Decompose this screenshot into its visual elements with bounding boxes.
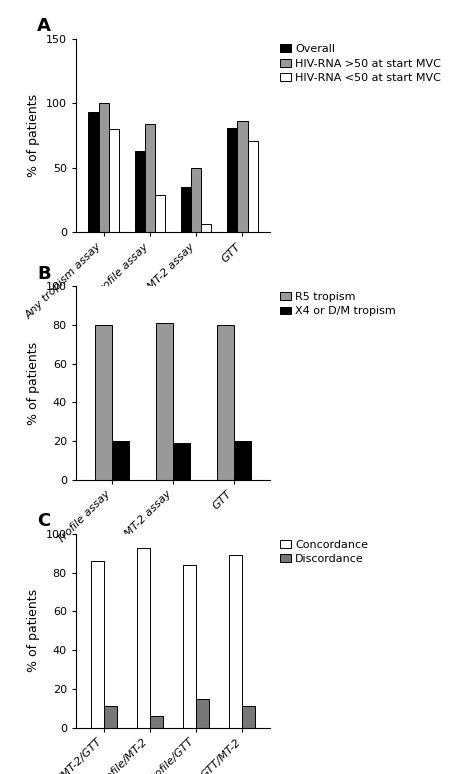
Bar [137, 548, 150, 728]
Bar [109, 129, 119, 232]
Bar [95, 325, 112, 480]
Bar [150, 716, 163, 728]
Y-axis label: % of patients: % of patients [27, 94, 40, 177]
Bar [145, 124, 155, 232]
Bar [88, 112, 99, 232]
Bar [156, 324, 173, 480]
Bar [99, 103, 109, 232]
Bar [104, 707, 117, 728]
Bar [112, 441, 129, 480]
Bar [247, 141, 258, 232]
Bar [191, 168, 201, 232]
Legend: R5 tropism, X4 or D/M tropism: R5 tropism, X4 or D/M tropism [280, 292, 396, 317]
Text: B: B [37, 265, 51, 283]
Bar [229, 556, 242, 728]
Bar [91, 561, 104, 728]
Bar [242, 707, 255, 728]
Y-axis label: % of patients: % of patients [27, 589, 40, 673]
Y-axis label: % of patients: % of patients [27, 341, 40, 425]
Bar [201, 224, 211, 232]
Bar [196, 699, 209, 728]
Bar [183, 565, 196, 728]
Bar [173, 443, 190, 480]
Bar [155, 195, 165, 232]
Bar [237, 122, 247, 232]
Legend: Overall, HIV-RNA >50 at start MVC, HIV-RNA <50 at start MVC: Overall, HIV-RNA >50 at start MVC, HIV-R… [280, 44, 441, 83]
Bar [181, 187, 191, 232]
Bar [227, 128, 237, 232]
Legend: Concordance, Discordance: Concordance, Discordance [280, 539, 368, 564]
Bar [217, 325, 234, 480]
Text: A: A [37, 17, 51, 35]
Bar [135, 151, 145, 232]
Bar [234, 441, 251, 480]
Text: C: C [37, 512, 50, 530]
